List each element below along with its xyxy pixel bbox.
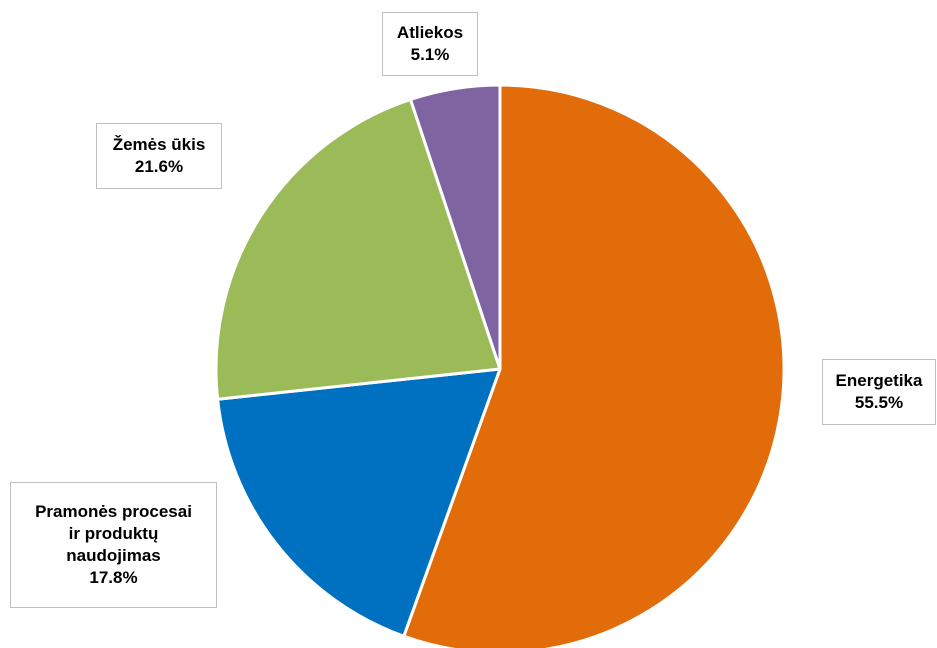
pie-slice-pramones-procesai-ir-produktu-naudojimas	[216, 367, 502, 638]
data-label-pramones-name-line-1: Pramonės procesai	[35, 502, 192, 521]
data-label-energetika-value: 55.5%	[854, 393, 904, 412]
pie-slices	[214, 83, 786, 648]
data-label-zemes-ukis: Žemės ūkis 21.6%	[96, 123, 222, 189]
pie-slice-atliekos	[409, 83, 502, 371]
pie-slice-zemes-ukis	[214, 97, 502, 401]
data-label-energetika: Energetika 55.5%	[822, 359, 936, 425]
data-label-atliekos: Atliekos 5.1%	[382, 12, 478, 76]
data-label-pramones-name-line-3: naudojimas	[66, 546, 161, 565]
data-label-zemes-ukis-name: Žemės ūkis	[112, 135, 206, 154]
data-label-zemes-ukis-value: 21.6%	[134, 157, 184, 176]
pie-slice-energetika	[402, 83, 786, 648]
data-label-atliekos-name: Atliekos	[396, 23, 464, 42]
data-label-pramones-name-line-2: ir produktų	[68, 524, 159, 543]
data-label-pramones-procesai: Pramonės procesai ir produktų naudojimas…	[10, 482, 217, 608]
data-label-energetika-name: Energetika	[835, 371, 923, 390]
data-label-pramones-value: 17.8%	[89, 568, 138, 587]
data-label-atliekos-value: 5.1%	[410, 45, 450, 64]
